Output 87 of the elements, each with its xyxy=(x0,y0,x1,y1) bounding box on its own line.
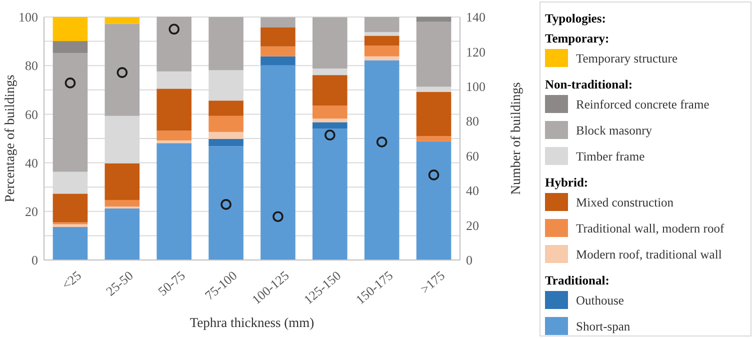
bar xyxy=(104,208,140,260)
legend-label: Modern roof, traditional wall xyxy=(576,247,722,262)
bar xyxy=(260,56,296,66)
bar xyxy=(104,24,140,116)
bar xyxy=(364,46,400,56)
bar xyxy=(364,36,400,46)
point xyxy=(168,24,180,35)
bar xyxy=(364,60,400,260)
legend-label: Outhouse xyxy=(576,293,624,308)
bar xyxy=(52,41,88,53)
bar xyxy=(208,116,244,132)
bar xyxy=(260,17,296,28)
legend-label: Traditional wall, modern roof xyxy=(576,221,725,236)
bar xyxy=(260,65,296,260)
y2-tick-label: 20 xyxy=(466,218,479,233)
bar xyxy=(364,17,400,32)
x-tick-label: <25 xyxy=(58,268,84,292)
y-tick-label: 80 xyxy=(25,58,38,74)
y2-tick-label: 0 xyxy=(466,252,472,268)
legend-label: Timber frame xyxy=(576,149,646,164)
bar xyxy=(52,17,88,42)
point xyxy=(428,170,440,180)
bar xyxy=(416,92,452,136)
bar xyxy=(312,17,348,69)
text: Non-traditional: xyxy=(545,77,632,92)
legend-label: Block masonry xyxy=(576,123,653,138)
bar xyxy=(208,100,244,116)
y-axis-title: Percentage of buildings xyxy=(2,74,17,202)
bar xyxy=(156,140,192,144)
bar xyxy=(312,118,348,122)
legend-label: Temporary structure xyxy=(576,51,678,66)
y2-tick-label: 120 xyxy=(466,44,486,60)
bar xyxy=(52,226,88,260)
point xyxy=(64,78,76,88)
bar xyxy=(156,88,192,131)
bar xyxy=(156,71,192,89)
legend-label: Mixed construction xyxy=(576,195,674,210)
text: Temporary: xyxy=(545,31,610,46)
bar xyxy=(364,56,400,60)
bar xyxy=(156,16,192,72)
bar xyxy=(312,68,348,76)
x-axis-title: Tephra thickness (mm) xyxy=(190,315,314,330)
bar xyxy=(312,128,348,260)
bar xyxy=(416,16,452,22)
bar xyxy=(208,146,244,260)
bar xyxy=(208,132,244,139)
y2-tick-label: 40 xyxy=(466,183,479,198)
y2-tick-label: 60 xyxy=(466,148,479,164)
bar xyxy=(104,17,140,24)
bar xyxy=(416,22,452,87)
bar xyxy=(312,106,348,119)
bar xyxy=(312,122,348,129)
text: Traditional: xyxy=(545,273,610,288)
y-tick-label: 100 xyxy=(18,10,38,25)
x-tick-label: >175 xyxy=(417,268,448,297)
bar xyxy=(208,17,244,70)
bar xyxy=(260,46,296,56)
legend-label: Short-span xyxy=(576,319,631,334)
point xyxy=(324,130,336,140)
point xyxy=(116,67,128,78)
bar xyxy=(52,194,88,222)
y-tick-label: 40 xyxy=(25,155,38,170)
y2-tick-label: 100 xyxy=(466,78,486,94)
y2-tick-label: 140 xyxy=(466,10,486,25)
bar xyxy=(52,52,88,172)
bar xyxy=(416,136,452,142)
point xyxy=(272,211,284,222)
y2-axis-title: Number of buildings xyxy=(508,82,523,195)
bar xyxy=(312,75,348,106)
point xyxy=(220,199,232,210)
bar xyxy=(52,224,88,227)
y2-tick-label: 80 xyxy=(466,114,479,129)
text: Hybrid: xyxy=(545,175,588,190)
legend-label: Reinforced concrete frame xyxy=(576,97,710,112)
bar xyxy=(260,27,296,46)
point xyxy=(376,136,388,148)
bar xyxy=(208,138,244,146)
y-tick-label: 20 xyxy=(25,204,38,219)
legend-title: Typologies: xyxy=(545,11,606,26)
y-tick-label: 60 xyxy=(25,106,38,122)
bar xyxy=(156,130,192,140)
bar xyxy=(416,141,452,260)
bar xyxy=(104,163,140,200)
y-tick-label: 0 xyxy=(32,252,38,268)
bar xyxy=(104,200,140,207)
bar xyxy=(364,32,400,36)
bar xyxy=(156,143,192,260)
